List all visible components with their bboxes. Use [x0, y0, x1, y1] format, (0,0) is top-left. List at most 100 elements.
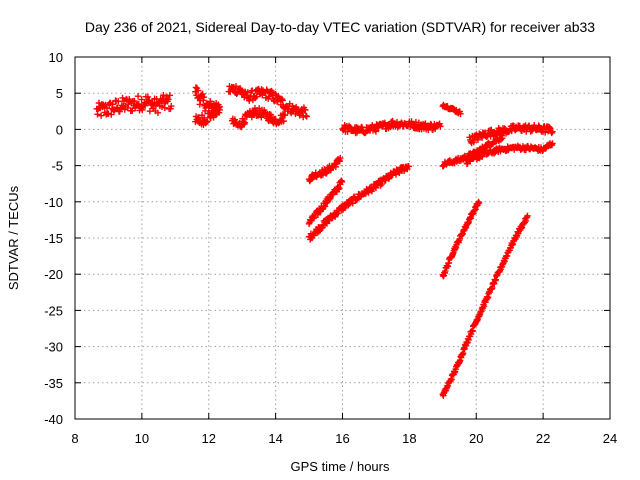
- data-point: [97, 112, 105, 119]
- data-point: [279, 97, 286, 104]
- x-tick-label: 14: [268, 431, 282, 446]
- data-point: [281, 111, 289, 119]
- y-tick-label: -5: [51, 159, 63, 174]
- data-point: [535, 122, 542, 129]
- data-point: [541, 129, 549, 136]
- data-point: [160, 92, 167, 99]
- x-tick-label: 10: [135, 431, 149, 446]
- data-point: [204, 118, 211, 125]
- data-point: [138, 96, 145, 103]
- data-point: [548, 129, 555, 137]
- data-point: [139, 106, 146, 114]
- data-track: [466, 122, 556, 147]
- y-tick-label: -20: [44, 267, 63, 282]
- data-point: [200, 94, 208, 101]
- y-tick-label: 10: [49, 50, 63, 65]
- data-point: [337, 154, 344, 162]
- data-point: [134, 92, 142, 100]
- data-point: [253, 93, 260, 100]
- data-track: [439, 212, 531, 399]
- data-track: [439, 101, 464, 117]
- data-track: [439, 198, 483, 280]
- data-point: [161, 104, 169, 112]
- y-tick-label: -35: [44, 376, 63, 391]
- data-point: [115, 98, 122, 105]
- y-tick-label: -25: [44, 303, 63, 318]
- data-point: [349, 200, 356, 207]
- data-points: [93, 83, 556, 399]
- data-point: [216, 103, 223, 111]
- data-point: [549, 140, 556, 147]
- data-point: [241, 119, 249, 126]
- data-point: [372, 128, 380, 135]
- data-track: [305, 154, 344, 185]
- data-point: [108, 111, 115, 118]
- data-track: [228, 105, 289, 131]
- x-tick-label: 12: [202, 431, 216, 446]
- data-point: [94, 111, 101, 118]
- data-track: [225, 83, 310, 121]
- x-axis-label: GPS time / hours: [291, 459, 390, 474]
- data-track: [305, 162, 412, 243]
- data-point: [142, 102, 149, 109]
- data-point: [546, 124, 553, 131]
- y-tick-label: -40: [44, 412, 63, 427]
- data-point: [117, 105, 124, 112]
- data-point: [248, 113, 256, 121]
- data-track: [305, 177, 346, 228]
- data-point: [405, 163, 412, 170]
- x-tick-label: 16: [335, 431, 349, 446]
- data-point: [159, 95, 166, 102]
- data-point: [158, 103, 166, 110]
- axis-ticks: 8 10 12 14 16 18 20 22 24 10 5 0 -5 -10 -15 -20 -25 -30 -3…: [44, 50, 617, 446]
- x-tick-label: 20: [469, 431, 483, 446]
- data-point: [109, 101, 116, 108]
- x-tick-label: 24: [603, 431, 617, 446]
- data-point: [168, 102, 175, 110]
- data-point: [165, 96, 172, 103]
- data-track: [192, 101, 223, 129]
- data-point: [166, 92, 174, 99]
- data-point: [194, 87, 202, 94]
- data-point: [131, 97, 138, 105]
- data-point: [524, 212, 531, 220]
- data-point: [146, 96, 153, 104]
- y-tick-label: -30: [44, 340, 63, 355]
- data-track: [339, 117, 444, 137]
- plot-frame: [74, 56, 611, 420]
- data-point: [549, 128, 556, 135]
- data-point: [499, 134, 506, 142]
- y-tick-label: 5: [56, 86, 63, 101]
- data-point: [207, 98, 214, 105]
- y-axis-label: SDTVAR / TECUs: [6, 185, 21, 290]
- x-tick-label: 18: [402, 431, 416, 446]
- data-point: [437, 123, 444, 130]
- data-point: [119, 94, 126, 102]
- data-point: [149, 99, 156, 106]
- data-point: [372, 126, 379, 134]
- chart-title: Day 236 of 2021, Sidereal Day-to-day VTE…: [85, 19, 595, 35]
- data-point: [280, 117, 287, 125]
- data-point: [199, 90, 206, 98]
- data-track: [93, 92, 175, 119]
- y-tick-label: -15: [44, 231, 63, 246]
- data-point: [344, 128, 351, 135]
- y-tick-label: -10: [44, 195, 63, 210]
- data-point: [303, 113, 310, 120]
- data-track: [463, 140, 556, 167]
- data-point: [129, 107, 136, 115]
- data-point: [335, 185, 343, 193]
- y-tick-label: 0: [56, 122, 63, 137]
- data-point: [244, 89, 251, 96]
- data-point: [95, 99, 103, 107]
- x-tick-label: 8: [71, 431, 78, 446]
- data-point: [252, 108, 259, 115]
- data-point: [338, 178, 346, 186]
- data-point: [146, 107, 154, 115]
- data-point: [475, 199, 483, 207]
- data-point: [215, 109, 223, 116]
- data-point: [154, 109, 162, 117]
- data-point: [457, 110, 464, 117]
- x-tick-label: 22: [536, 431, 550, 446]
